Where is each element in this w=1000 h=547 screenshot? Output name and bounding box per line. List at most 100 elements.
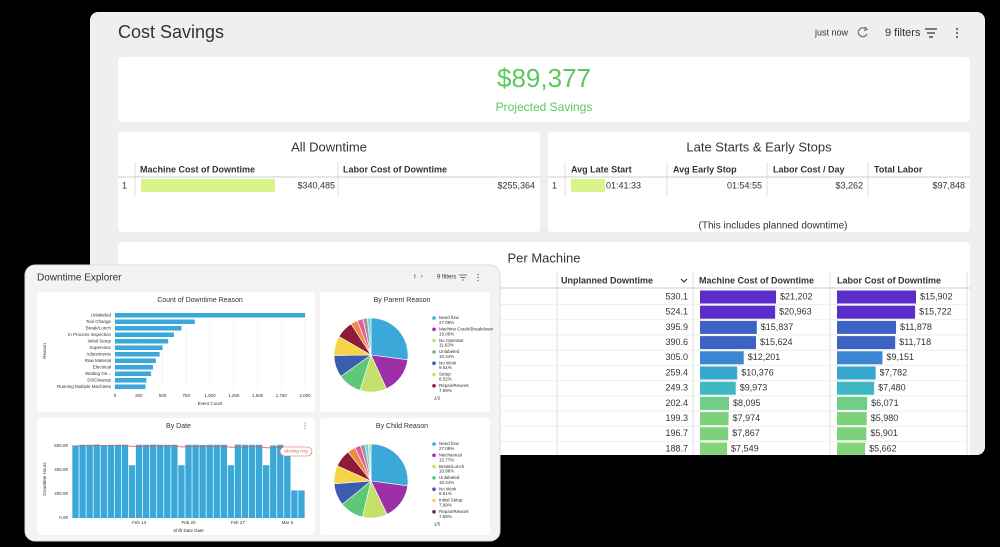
y-tick-label: Raw Material	[85, 358, 111, 363]
moving-avg-line	[75, 444, 302, 454]
updated: just now	[814, 27, 849, 37]
row-index: 1	[122, 180, 127, 190]
legend-label: Break/Lunch	[439, 464, 465, 469]
cell: $340,485	[297, 180, 335, 190]
cost-bar	[837, 336, 896, 350]
cost-bar	[837, 427, 867, 441]
bar	[86, 444, 93, 518]
legend-swatch	[432, 372, 436, 377]
bar	[115, 384, 146, 390]
bar	[128, 465, 136, 518]
legend-label: No Work	[439, 360, 457, 365]
chart-title: By Date	[166, 423, 191, 430]
bar	[115, 338, 169, 344]
legend-label: No Operator	[439, 338, 464, 343]
legend-page: 1/5	[434, 521, 441, 526]
filter-icon[interactable]	[925, 28, 937, 38]
chart-card	[37, 292, 315, 412]
card-title: Per Machine	[508, 250, 581, 265]
legend-value: 11.63%	[439, 343, 454, 348]
bar	[171, 444, 178, 518]
filter-icon[interactable]	[459, 274, 467, 281]
legend-swatch	[432, 327, 436, 332]
cost-bar	[837, 412, 867, 426]
cost-bar	[837, 351, 883, 365]
cell: $9,151	[886, 352, 914, 362]
x-axis-label: Event Count	[198, 401, 224, 406]
y-tick-label: Electrical	[93, 364, 111, 369]
legend-label: Setup	[439, 372, 451, 377]
bar	[115, 371, 152, 377]
x-tick-label: 250	[135, 393, 143, 398]
sort-icon[interactable]	[680, 278, 688, 283]
cost-bar	[700, 320, 757, 334]
bar	[100, 445, 107, 518]
y-tick-label: 200.00	[54, 491, 68, 496]
cost-bar	[837, 381, 875, 395]
menu-icon[interactable]	[477, 273, 479, 282]
bar	[72, 445, 79, 518]
projected-label: Projected Savings	[496, 100, 593, 114]
chart-title: By Child Reason	[376, 423, 428, 430]
menu-icon[interactable]	[304, 422, 306, 429]
legend-label: Need fixw	[439, 315, 460, 320]
cell: 390.6	[665, 337, 688, 347]
filters[interactable]: 9 filters	[885, 27, 921, 39]
y-tick-label: Adjustments	[86, 351, 112, 356]
fb-icon[interactable]: f	[414, 274, 416, 280]
bar	[164, 444, 171, 518]
cost-bar	[700, 305, 776, 319]
x-axis-label: Shift Date Date	[173, 528, 204, 533]
legend-swatch	[432, 350, 436, 354]
bar	[115, 332, 174, 338]
y-tick-label: Unlabeled	[91, 312, 112, 317]
annotation: Moving Avg	[284, 449, 308, 454]
cell: $20,963	[779, 307, 812, 317]
bar	[206, 444, 213, 518]
cost-bar	[700, 427, 729, 441]
cost-bar	[700, 336, 757, 350]
legend-swatch	[432, 453, 436, 458]
pie-slice	[370, 443, 409, 487]
y-tick-label: Tool Change	[86, 319, 112, 324]
card	[118, 132, 540, 232]
refresh-icon[interactable]	[857, 26, 869, 38]
card-title: Late Starts & Early Stops	[686, 139, 832, 154]
bar	[227, 465, 235, 518]
cell: $15,722	[919, 307, 952, 317]
bar	[291, 490, 298, 518]
col-header: Labor Cost of Downtime	[837, 275, 941, 285]
filters[interactable]: 9 filters	[437, 275, 456, 281]
legend-value: 15.77%	[439, 457, 454, 462]
menu-icon[interactable]	[955, 27, 959, 39]
cell: $3,262	[835, 180, 863, 190]
bar	[107, 444, 115, 518]
col-header: Machine Cost of Downtime	[140, 164, 255, 174]
close-icon[interactable]: ×	[420, 275, 424, 281]
bar	[115, 345, 163, 351]
cost-bar	[141, 179, 275, 192]
y-tick-label: 400.00	[54, 467, 68, 472]
cell: $7,867	[732, 428, 760, 438]
legend-label: Initial Setup	[439, 498, 463, 503]
cell: 199.3	[665, 413, 688, 423]
bar	[234, 444, 242, 518]
cell: $11,878	[900, 322, 932, 332]
projected-value: $89,377	[497, 63, 591, 93]
col-header: Unplanned Downtime	[561, 275, 653, 285]
cost-bar	[700, 396, 730, 410]
bar	[213, 444, 220, 518]
legend-value: 10.44%	[439, 354, 454, 359]
cell: 196.7	[665, 428, 688, 438]
bar	[150, 444, 157, 518]
cell: 530.1	[665, 291, 688, 301]
col-header: Avg Early Stop	[673, 164, 737, 174]
col-header: Labor Cost / Day	[773, 164, 845, 174]
cost-bar	[837, 366, 876, 380]
bar	[185, 444, 192, 518]
legend-value: 27.09%	[439, 320, 454, 325]
bar	[93, 444, 100, 518]
pie-slice	[367, 317, 372, 356]
